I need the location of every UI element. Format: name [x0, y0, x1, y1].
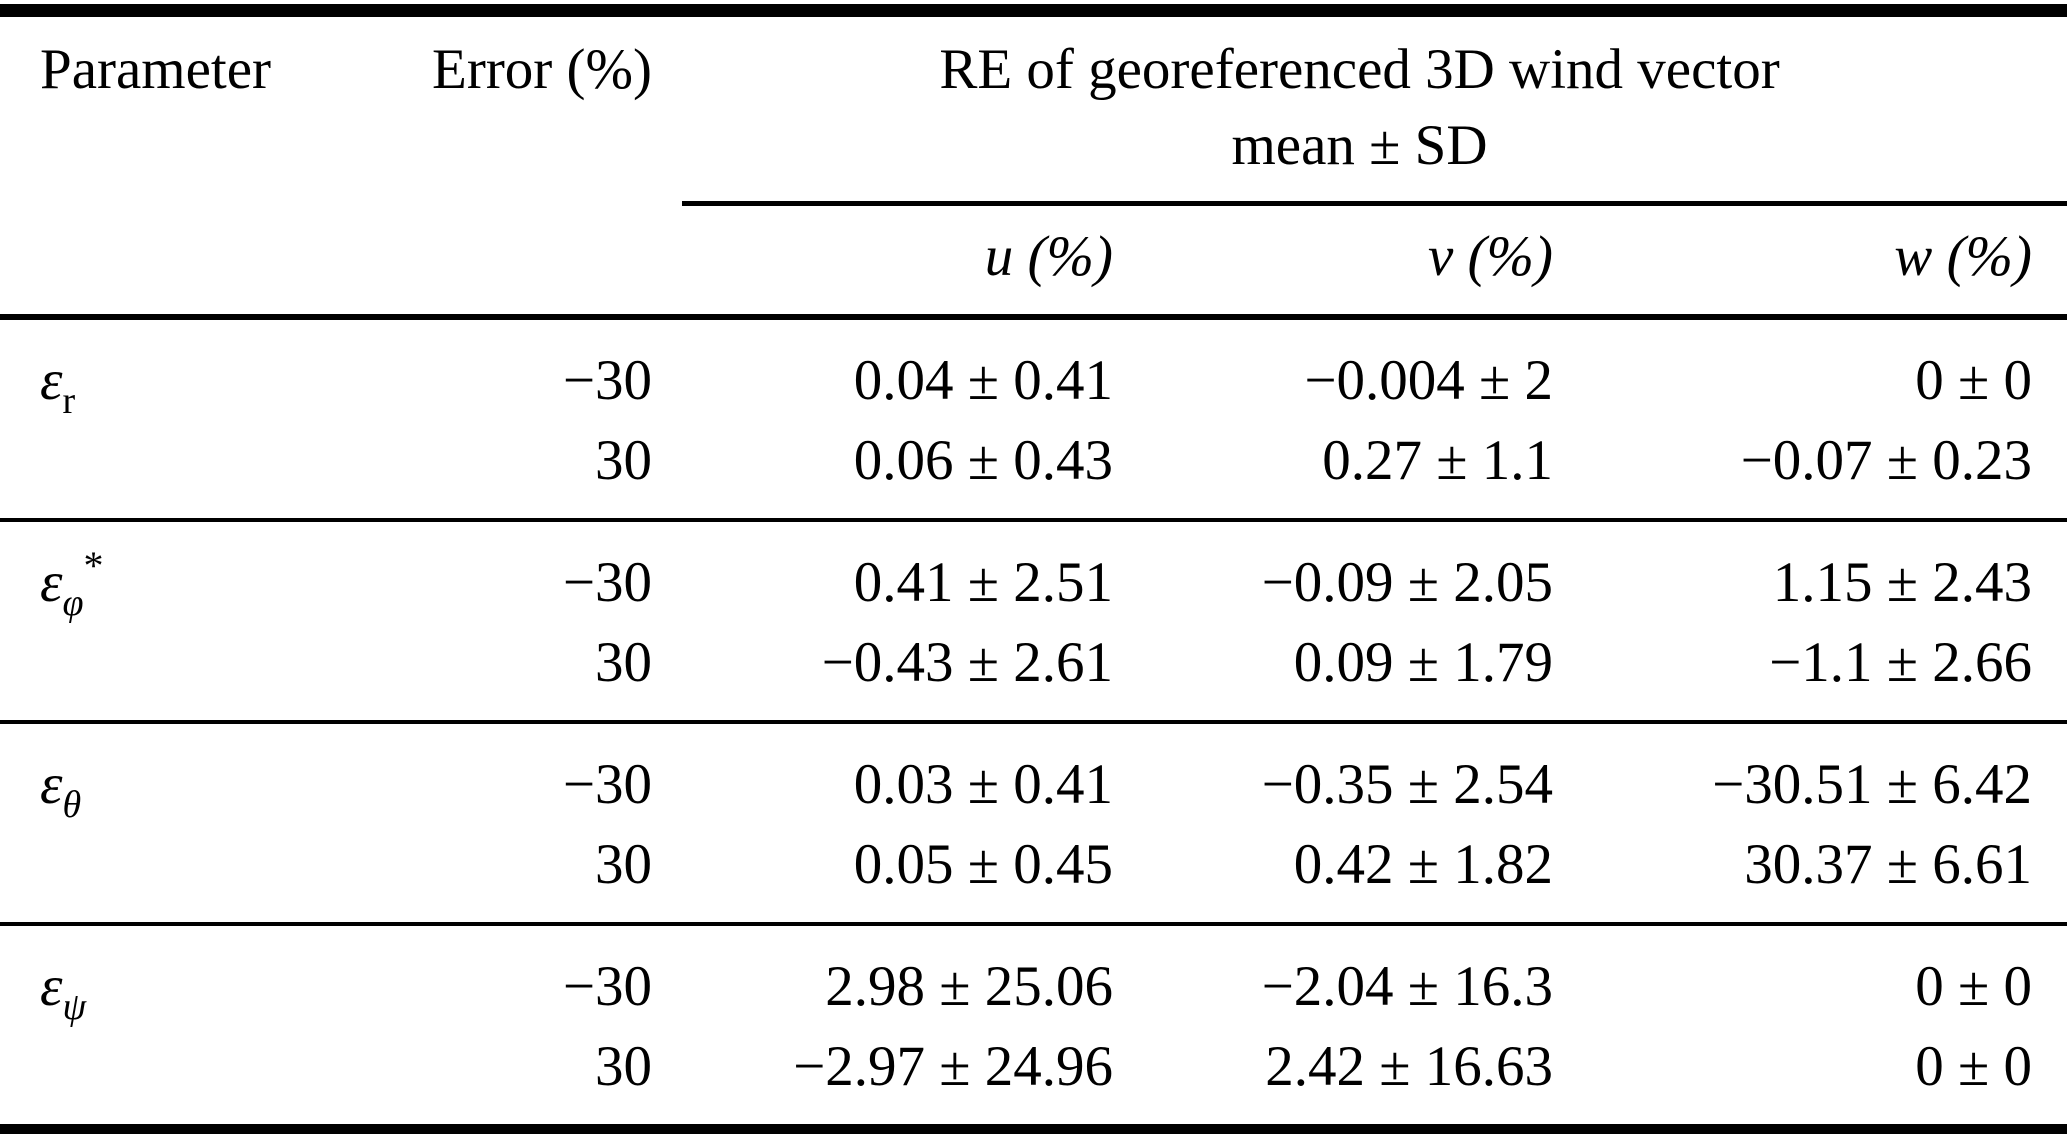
v-cell: −0.35 ± 2.54	[1261, 753, 1553, 816]
group-header: RE of georeferenced 3D wind vector mean …	[652, 11, 2067, 206]
table-row: 30 0.06 ± 0.43 0.27 ± 1.1 −0.07 ± 0.23	[0, 422, 2067, 522]
error-cell: 30	[340, 826, 652, 926]
u-cell: 0.06 ± 0.43	[652, 422, 1113, 522]
error-cell: −30	[562, 551, 652, 614]
param-cell: εr	[0, 317, 340, 422]
error-cell: 30	[340, 624, 652, 724]
error-cell: 30	[340, 422, 652, 522]
param-symbol: ε	[40, 753, 63, 816]
w-cell: −0.07 ± 0.23	[1553, 422, 2067, 522]
v-cell: −0.004 ± 2	[1304, 349, 1553, 412]
param-subscript: θ	[62, 784, 82, 826]
u-cell: 0.41 ± 2.51	[853, 551, 1113, 614]
table-row: εθ −30 0.03 ± 0.41 −0.35 ± 2.54 −30.51 ±…	[0, 722, 2067, 826]
param-cell: εθ	[0, 722, 340, 826]
v-cell: 2.42 ± 16.63	[1265, 1035, 1553, 1098]
v-cell: 0.09 ± 1.79	[1113, 624, 1553, 724]
param-subscript: φ	[62, 582, 84, 624]
error-cell: 30	[595, 1035, 652, 1098]
header-v: v (%)	[1113, 206, 1553, 320]
table-row: εψ −30 2.98 ± 25.06 −2.04 ± 16.3 0 ± 0	[0, 924, 2067, 1028]
param-cell: εψ	[0, 924, 340, 1028]
section-epsilon-psi: εψ −30 2.98 ± 25.06 −2.04 ± 16.3 0 ± 0 3…	[0, 924, 2067, 1129]
error-cell: −30	[562, 955, 652, 1018]
param-symbol: ε	[40, 551, 63, 614]
v-cell: 0.42 ± 1.82	[1113, 826, 1553, 926]
group-subtitle: mean ± SD	[1231, 114, 1488, 177]
v-cell: −0.09 ± 2.05	[1261, 551, 1553, 614]
param-subscript: r	[62, 380, 76, 422]
param-cell	[0, 826, 340, 926]
header-spacer-parameter	[0, 206, 340, 320]
param-symbol: ε	[40, 349, 63, 412]
u-cell: 0.04 ± 0.41	[853, 349, 1113, 412]
w-cell: 0 ± 0	[1915, 1035, 2033, 1098]
u-cell: 2.98 ± 25.06	[825, 955, 1113, 1018]
u-cell: −2.97 ± 24.96	[793, 1035, 1113, 1098]
table-row: 30 −0.43 ± 2.61 0.09 ± 1.79 −1.1 ± 2.66	[0, 624, 2067, 724]
param-cell	[0, 422, 340, 522]
table-row: 30 0.05 ± 0.45 0.42 ± 1.82 30.37 ± 6.61	[0, 826, 2067, 926]
v-cell: −2.04 ± 16.3	[1261, 955, 1553, 1018]
error-cell: −30	[562, 349, 652, 412]
v-cell: 0.27 ± 1.1	[1113, 422, 1553, 522]
header-parameter: Parameter	[40, 38, 272, 101]
section-epsilon-phi: εφ* −30 0.41 ± 2.51 −0.09 ± 2.05 1.15 ± …	[0, 520, 2067, 724]
group-title: RE of georeferenced 3D wind vector	[939, 38, 1780, 101]
w-cell: 1.15 ± 2.43	[1772, 551, 2033, 614]
table-header: Parameter Error (%) RE of georeferenced …	[0, 11, 2067, 320]
w-cell: 0 ± 0	[1915, 349, 2033, 412]
header-u: u (%)	[652, 206, 1113, 320]
param-superscript: *	[83, 543, 104, 588]
table-row: εr −30 0.04 ± 0.41 −0.004 ± 2 0 ± 0	[0, 317, 2067, 422]
section-epsilon-theta: εθ −30 0.03 ± 0.41 −0.35 ± 2.54 −30.51 ±…	[0, 722, 2067, 926]
param-subscript: ψ	[62, 986, 87, 1028]
u-cell: 0.03 ± 0.41	[853, 753, 1113, 816]
results-table: Parameter Error (%) RE of georeferenced …	[0, 4, 2067, 1134]
w-cell: −1.1 ± 2.66	[1553, 624, 2067, 724]
header-error: Error (%)	[432, 38, 652, 101]
u-cell: −0.43 ± 2.61	[652, 624, 1113, 724]
param-symbol: ε	[40, 955, 63, 1018]
w-cell: 0 ± 0	[1915, 955, 2033, 1018]
table-row: 30 −2.97 ± 24.96 2.42 ± 16.63 0 ± 0	[0, 1028, 2067, 1129]
error-cell: −30	[562, 753, 652, 816]
w-cell: 30.37 ± 6.61	[1553, 826, 2067, 926]
param-cell: εφ*	[0, 520, 340, 624]
table-row: εφ* −30 0.41 ± 2.51 −0.09 ± 2.05 1.15 ± …	[0, 520, 2067, 624]
param-cell	[0, 1028, 340, 1129]
header-spacer-error	[340, 206, 652, 320]
param-cell	[0, 624, 340, 724]
section-epsilon-r: εr −30 0.04 ± 0.41 −0.004 ± 2 0 ± 0 30 0…	[0, 317, 2067, 522]
w-cell: −30.51 ± 6.42	[1712, 753, 2033, 816]
header-w: w (%)	[1553, 206, 2067, 320]
group-rule	[682, 201, 2067, 206]
u-cell: 0.05 ± 0.45	[652, 826, 1113, 926]
